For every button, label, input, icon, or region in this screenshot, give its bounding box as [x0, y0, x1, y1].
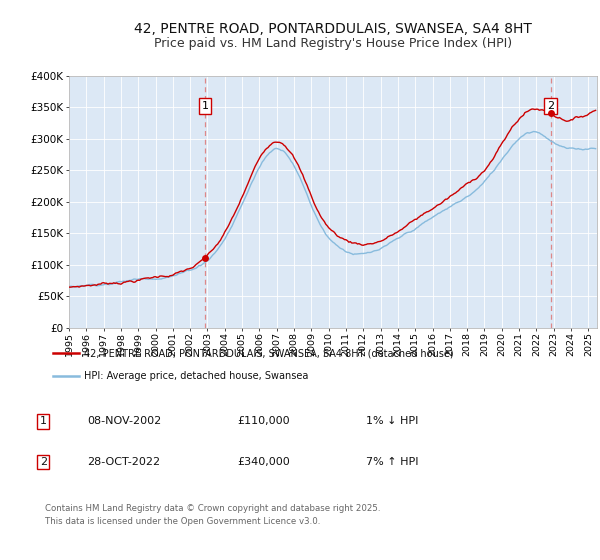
Text: Price paid vs. HM Land Registry's House Price Index (HPI): Price paid vs. HM Land Registry's House …: [154, 37, 512, 50]
Text: 42, PENTRE ROAD, PONTARDDULAIS, SWANSEA, SA4 8HT (detached house): 42, PENTRE ROAD, PONTARDDULAIS, SWANSEA,…: [84, 348, 454, 358]
Text: 1: 1: [202, 101, 209, 111]
Text: Contains HM Land Registry data © Crown copyright and database right 2025.
This d: Contains HM Land Registry data © Crown c…: [45, 504, 380, 525]
Text: 28-OCT-2022: 28-OCT-2022: [87, 457, 160, 467]
Text: HPI: Average price, detached house, Swansea: HPI: Average price, detached house, Swan…: [84, 371, 308, 381]
Text: 08-NOV-2002: 08-NOV-2002: [87, 416, 161, 426]
Text: 2: 2: [40, 457, 47, 467]
Text: 42, PENTRE ROAD, PONTARDDULAIS, SWANSEA, SA4 8HT: 42, PENTRE ROAD, PONTARDDULAIS, SWANSEA,…: [134, 22, 532, 36]
Text: 1% ↓ HPI: 1% ↓ HPI: [366, 416, 418, 426]
Text: 2: 2: [547, 101, 554, 111]
Text: £340,000: £340,000: [237, 457, 290, 467]
Text: £110,000: £110,000: [237, 416, 290, 426]
Text: 7% ↑ HPI: 7% ↑ HPI: [366, 457, 419, 467]
Text: 1: 1: [40, 416, 47, 426]
